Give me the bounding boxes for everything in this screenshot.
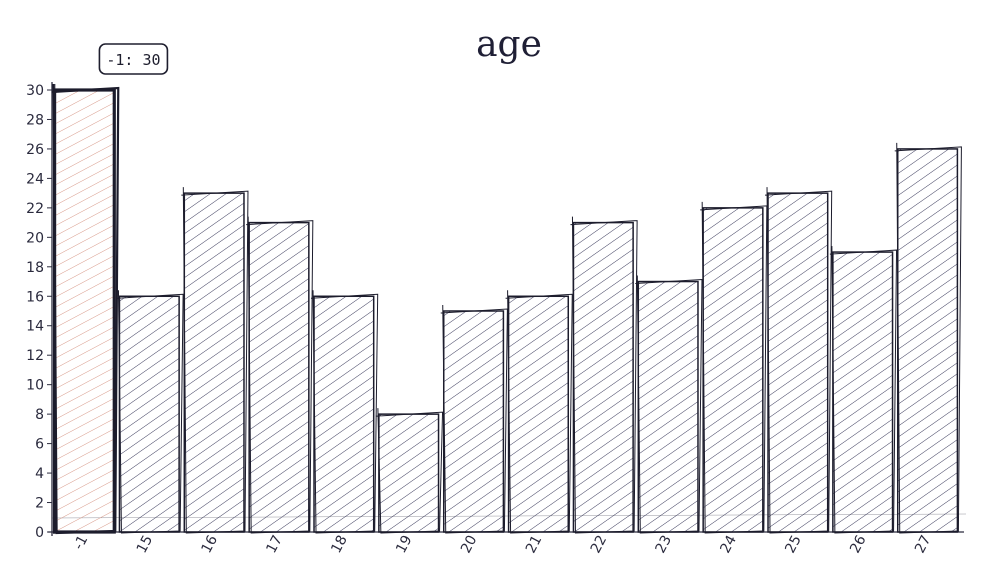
bar[interactable] [310, 290, 379, 534]
x-tick-label: 21 [523, 533, 545, 556]
bar-outline-sketch [505, 290, 573, 534]
y-tick-label: 16 [26, 289, 44, 305]
y-tick-label: 4 [35, 466, 44, 482]
x-tick-label: 17 [263, 533, 285, 556]
bar-outline-sketch [894, 142, 962, 534]
y-tick-label: 10 [26, 378, 44, 394]
x-tick-label: 23 [653, 533, 675, 556]
bar[interactable] [505, 290, 573, 534]
x-tick-label: 20 [458, 533, 480, 556]
y-tick-label: 2 [35, 496, 44, 512]
bar-fill [638, 281, 698, 532]
bar[interactable] [51, 83, 120, 535]
bar-fill [703, 207, 763, 532]
bar[interactable] [246, 216, 314, 534]
x-tick-label: 22 [588, 533, 610, 556]
bar-outline-sketch [764, 187, 833, 534]
bar-outline-sketch [181, 187, 249, 534]
bar[interactable] [635, 275, 703, 534]
bars-group [51, 83, 962, 535]
tooltip-text: -1: 30 [106, 51, 160, 69]
y-tick-label: 0 [35, 525, 44, 541]
y-tick-label: 14 [26, 319, 44, 335]
bar-fill [897, 148, 958, 532]
bar-fill [768, 193, 828, 532]
y-tick-label: 22 [26, 201, 44, 217]
chart-title: age [476, 24, 542, 65]
bar[interactable] [700, 201, 768, 534]
bar-fill [249, 222, 309, 532]
x-tick-label: 16 [199, 533, 222, 556]
bar[interactable] [570, 216, 638, 534]
bar[interactable] [894, 142, 962, 534]
bar-fill [443, 311, 504, 532]
bar-outline-sketch [440, 304, 508, 534]
bar-outline-sketch [635, 275, 703, 534]
bar-fill [832, 252, 893, 533]
bar-fill [184, 193, 244, 532]
bar-outline-sketch [700, 201, 768, 534]
y-tick-label: 6 [35, 437, 44, 453]
bar-outline-sketch [570, 216, 638, 534]
bar-outline-sketch [116, 290, 184, 534]
x-tick-label: 27 [912, 533, 934, 556]
bar-fill [573, 222, 634, 532]
bar-outline-sketch [310, 290, 379, 534]
y-tick-label: 18 [26, 260, 44, 276]
bar-fill [314, 296, 374, 532]
y-tick-label: 28 [26, 112, 44, 128]
bar[interactable] [764, 187, 833, 534]
bar-outline-sketch [246, 216, 314, 534]
x-tick-label: 25 [782, 533, 804, 556]
bar[interactable] [440, 304, 508, 534]
tooltip-box [98, 43, 169, 75]
y-tick-label: 8 [35, 407, 44, 423]
bar-outline-sketch [829, 246, 898, 534]
bar-outline-sketch [375, 408, 444, 534]
bar[interactable] [116, 290, 184, 534]
bar-fill [119, 296, 180, 532]
x-tick-label: 24 [717, 533, 740, 556]
bar-fill [54, 90, 115, 532]
bar-tooltip: -1: 30 [98, 43, 169, 75]
y-tick-label: 24 [26, 171, 44, 187]
x-tick-label: 26 [847, 533, 870, 556]
bar[interactable] [181, 187, 249, 534]
y-tick-label: 20 [26, 230, 44, 246]
y-tick-label: 12 [26, 348, 44, 364]
y-tick-label: 26 [26, 142, 44, 158]
y-tick-label: 30 [26, 83, 44, 99]
bar[interactable] [829, 246, 898, 534]
bar[interactable] [375, 408, 444, 534]
x-tick-label: 18 [328, 533, 350, 556]
x-tick-label: 15 [134, 533, 156, 556]
x-tick-label: 19 [393, 533, 415, 556]
bar-fill [378, 414, 439, 532]
x-tick-label: -1 [71, 533, 92, 553]
bar-outline-sketch [51, 83, 120, 535]
bar-fill [508, 296, 569, 532]
